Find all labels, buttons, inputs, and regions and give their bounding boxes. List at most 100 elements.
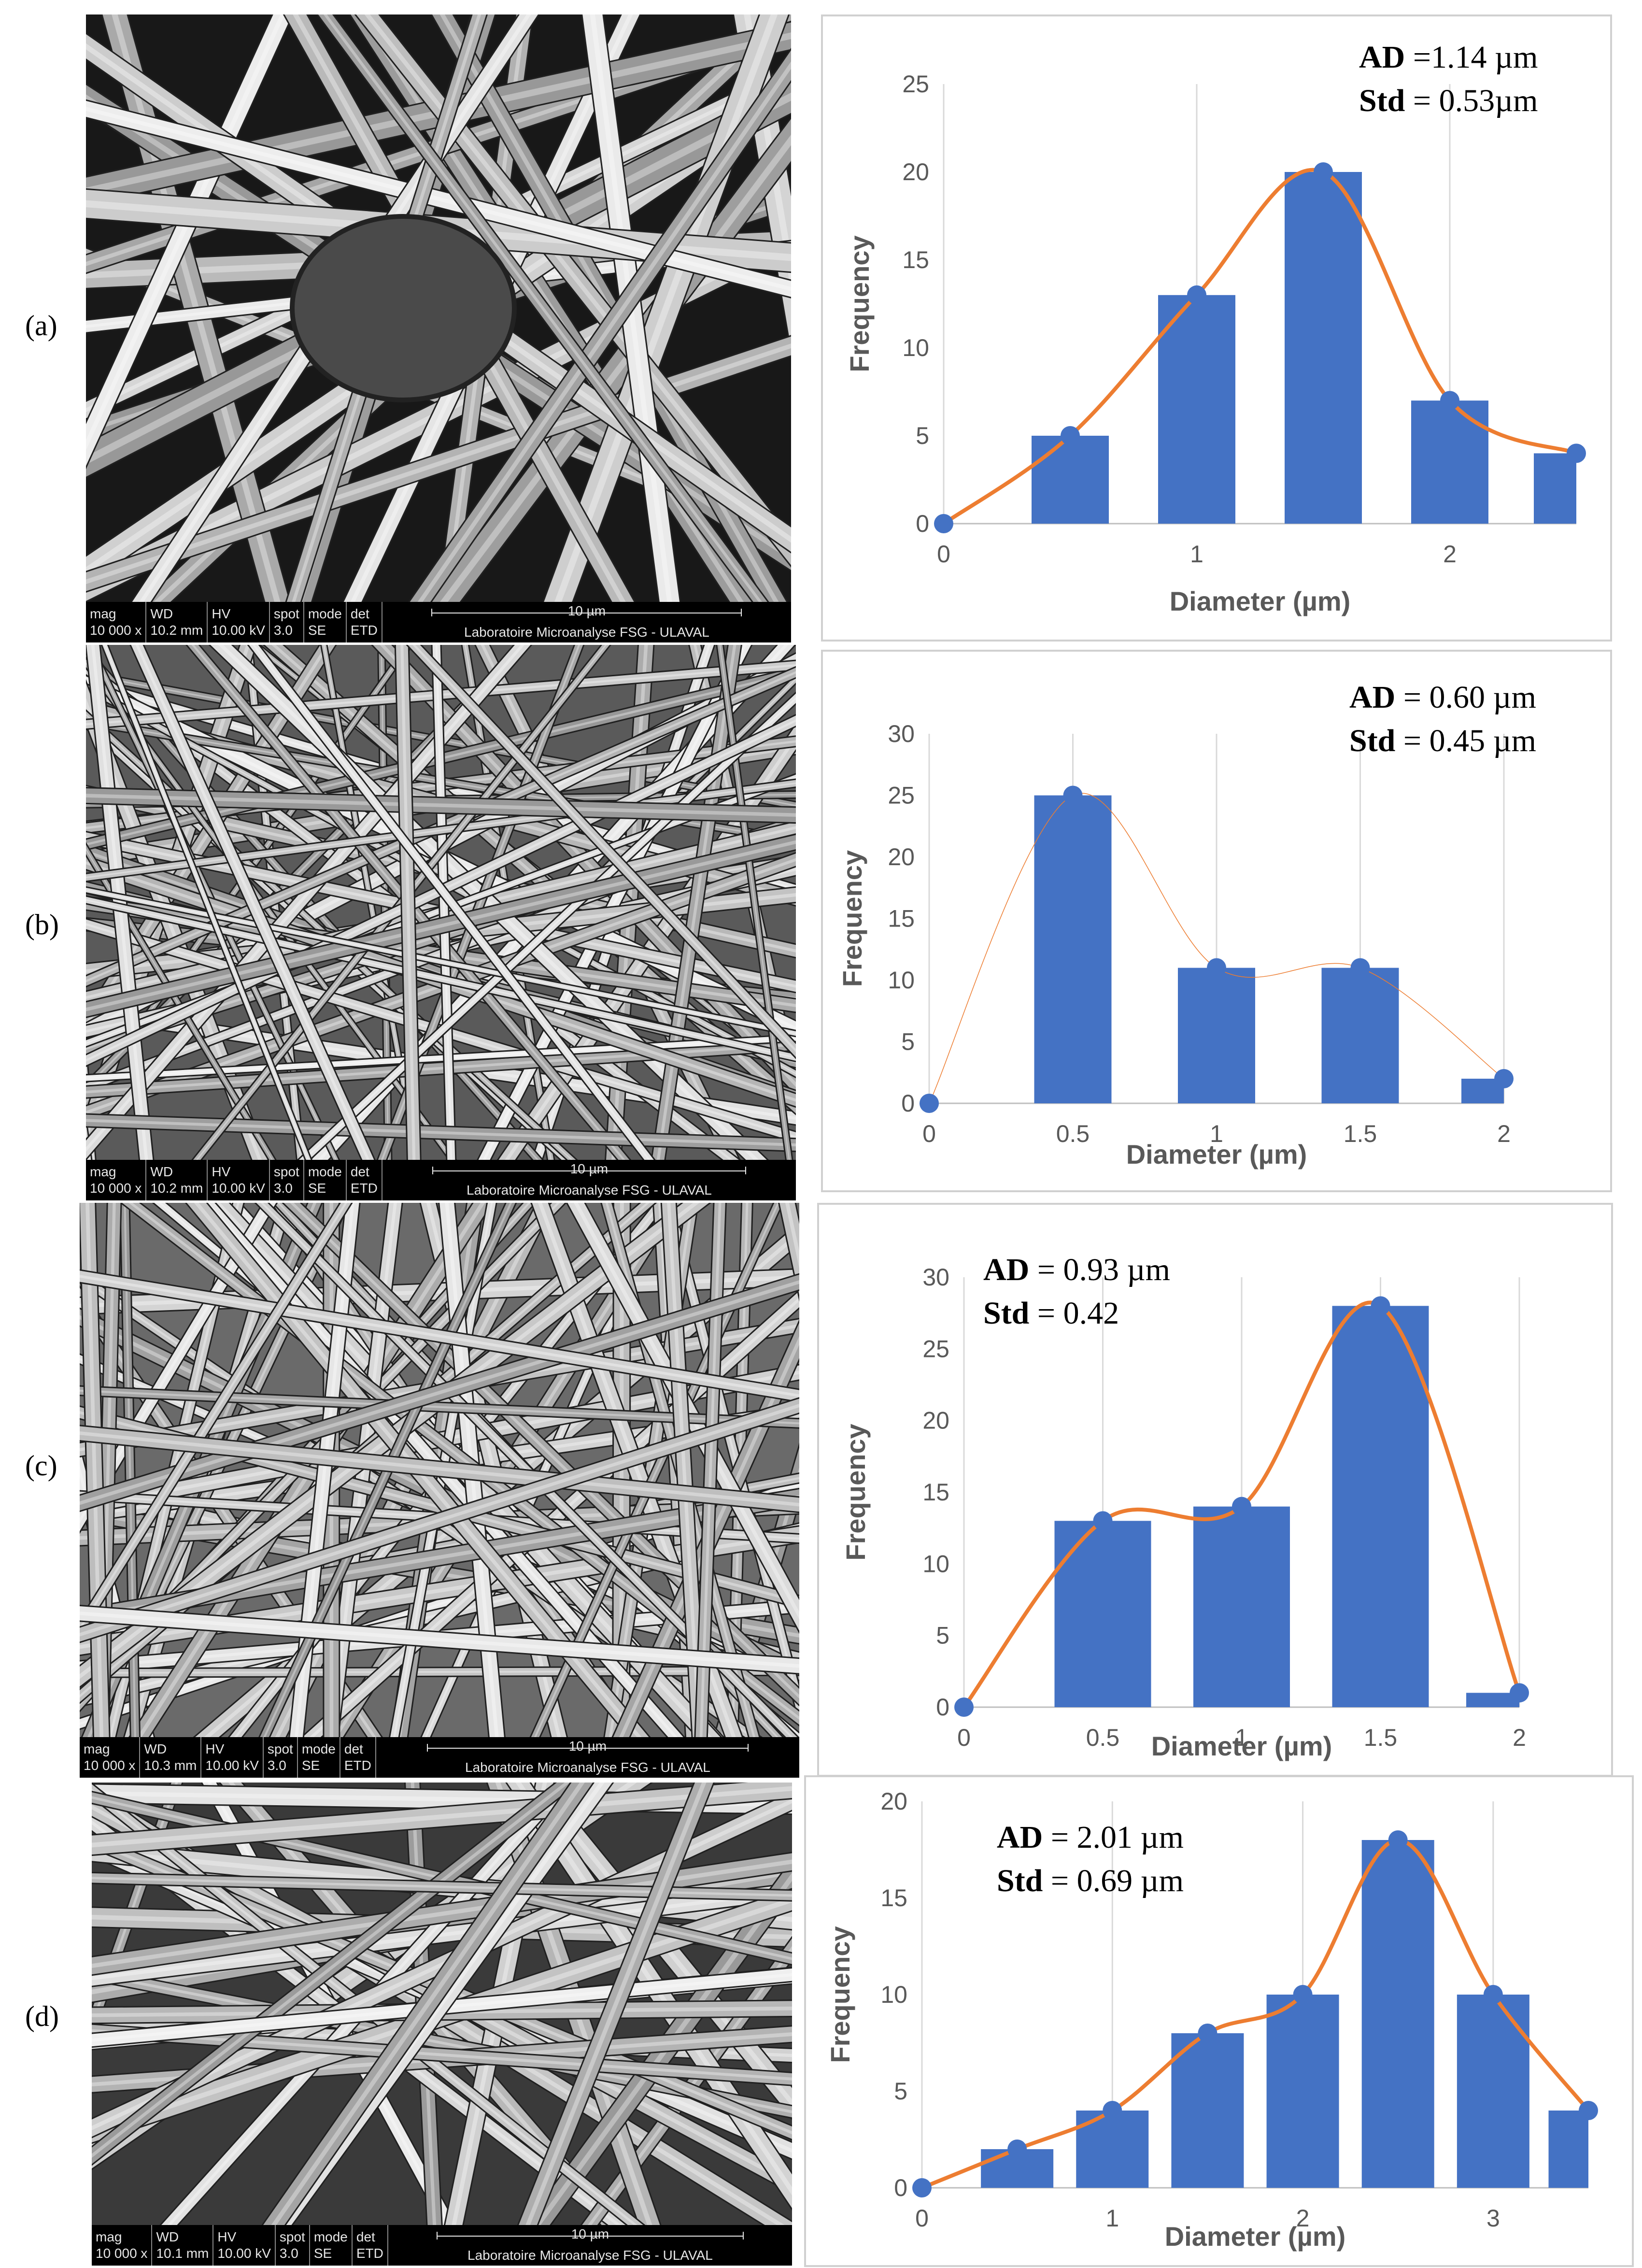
sem-det-value: ETD [356,2246,383,2261]
sem-mode-label: mode [301,1741,336,1756]
sem-hv-label: HV [217,2229,237,2244]
panel-label-a: (a) [25,310,57,342]
panel-label-c: (c) [25,1450,57,1482]
sem-spot-value: 3.0 [273,1181,293,1196]
sem-scale-bar: 10 µm Laboratoire Microanalyse FSG - ULAV… [388,2225,792,2266]
curve-point [1314,162,1333,182]
curve-point [1494,1069,1514,1088]
x-tick-label: 1 [1235,1724,1248,1751]
curve-point [1063,785,1083,805]
fiber-texture [80,1203,799,1737]
histogram-bar [1054,1521,1151,1707]
y-axis-title: Frequency [840,1424,871,1560]
sem-mode-cell: mode SE [304,1160,347,1200]
fiber-texture [86,14,791,602]
sem-image-b: mag 10 000 x WD 10.2 mm HV 10.00 kV spot 3.0 mod… [86,645,796,1200]
sem-spot-label: spot [267,1741,293,1756]
y-tick-label: 5 [901,1028,915,1056]
y-axis-title: Frequency [825,1926,855,2063]
sem-wd-cell: WD 10.2 mm [146,602,208,642]
y-tick-label: 15 [880,1884,907,1911]
sem-info-bar: mag 10 000 x WD 10.2 mm HV 10.00 kV spot 3.0 mod… [86,1160,796,1200]
x-tick-label: 0 [915,2205,929,2232]
curve-point [1567,443,1586,463]
curve-point [1350,958,1370,978]
sem-spot-label: spot [279,2229,305,2244]
curve-point [1007,2140,1027,2159]
histogram-bar [1171,2033,1244,2188]
sem-spot-value: 3.0 [279,2246,298,2261]
curve-point [920,1094,939,1113]
sem-mode-cell: mode SE [304,602,347,642]
curve-point [1510,1683,1529,1703]
sem-scale-bar: 10 µm Laboratoire Microanalyse FSG - ULAV… [382,602,791,642]
sem-det-cell: det ETD [347,1160,382,1200]
x-tick-label: 1 [1210,1120,1223,1147]
curve-point [1061,426,1080,445]
panel-label-b: (b) [25,909,59,941]
sem-scale-length: 10 µm [571,2226,609,2241]
sem-det-cell: det ETD [353,2225,388,2266]
histogram-b: 0 5 10 15 20 25 30 0 0.5 1 1.5 2 Diameter (µm) Freque… [821,650,1612,1192]
x-tick-label: 0 [957,1724,971,1751]
sem-det-cell: det ETD [340,1737,376,1778]
curve-point [1207,958,1226,978]
sem-mag-cell: mag 10 000 x [86,602,147,642]
histogram-bar [1034,795,1112,1103]
stats-annotation-d: AD = 2.01 µm Std = 0.69 µm [997,1820,1184,1898]
y-tick-label: 30 [922,1264,949,1291]
sem-det-value: ETD [350,623,378,638]
sem-spot-cell: spot 3.0 [270,1160,304,1200]
curve-point [1093,1511,1113,1531]
sem-hv-cell: HV 10.00 kV [208,602,270,642]
histogram-bar [1332,1306,1429,1707]
y-tick-label: 25 [902,71,929,98]
sem-scale-length: 10 µm [567,603,606,618]
sem-mag-label: mag [84,1741,110,1756]
curve-point [912,2178,932,2197]
y-tick-label: 15 [902,246,929,273]
sem-lab-name: Laboratoire Microanalyse FSG - ULAVAL [467,2248,713,2263]
sem-mag-cell: mag 10 000 x [80,1737,141,1778]
sem-det-label: det [350,1164,369,1179]
curve-point [1187,285,1206,305]
x-axis-title: Diameter (µm) [1126,1139,1307,1170]
sem-mode-value: SE [301,1758,320,1773]
chart-svg: 0 5 10 15 20 0 1 2 3 Diameter (µm) Frequency [825,1788,1598,2252]
y-tick-label: 25 [888,782,915,809]
sem-hv-value: 10.00 kV [212,623,265,638]
sem-mode-cell: mode SE [310,2225,353,2266]
y-tick-label: 5 [894,2078,907,2105]
sem-mag-value: 10 000 x [96,2246,148,2261]
sem-spot-label: spot [273,606,299,621]
sem-wd-label: WD [150,606,173,621]
sem-image-a: mag 10 000 x WD 10.2 mm HV 10.00 kV spot 3.0 mod… [86,14,791,642]
sem-hv-label: HV [205,1741,225,1756]
y-tick-label: 0 [936,1694,949,1721]
sem-image-c: mag 10 000 x WD 10.3 mm HV 10.00 kV spot 3.0 mod… [80,1203,799,1778]
fiber-texture [86,645,796,1160]
sem-hv-label: HV [212,606,231,621]
y-tick-label: 20 [922,1407,949,1434]
histogram-bar [1178,968,1255,1103]
panel-label-d: (d) [25,2000,59,2032]
sem-det-value: ETD [344,1758,371,1773]
y-tick-label: 15 [888,905,915,932]
sem-lab-name: Laboratoire Microanalyse FSG - ULAVAL [465,1760,710,1775]
sem-info-bar: mag 10 000 x WD 10.3 mm HV 10.00 kV spot 3.0 mod… [80,1737,799,1778]
histogram-bar [1361,1840,1434,2188]
y-tick-label: 30 [888,720,915,747]
sem-hv-value: 10.00 kV [212,1181,265,1196]
histogram-bar [1321,968,1399,1103]
sem-mag-label: mag [90,1164,116,1179]
distribution-curve [962,1300,1521,1709]
sem-mode-label: mode [308,606,342,621]
y-tick-label: 20 [888,843,915,870]
y-tick-label: 10 [922,1550,949,1577]
x-tick-label: 2 [1443,541,1457,568]
chart-svg: 0 5 10 15 20 25 0 1 2 Diameter (µm) Frequency [844,71,1586,616]
sem-wd-value: 10.3 mm [144,1758,197,1773]
histogram-bar [1411,400,1488,524]
histogram-c: 0 5 10 15 20 25 30 0 0.5 1 1.5 2 Diameter (µm) Freque… [817,1203,1613,1777]
y-tick-label: 10 [888,967,915,994]
